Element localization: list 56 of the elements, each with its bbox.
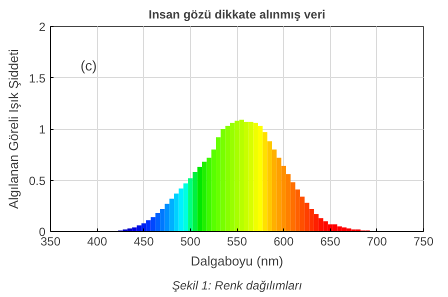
- bar: [155, 213, 160, 232]
- bar: [295, 189, 300, 232]
- y-tick-label: 1: [38, 122, 46, 136]
- y-tick-label: 2: [38, 20, 46, 34]
- x-tick-label: 650: [320, 234, 341, 248]
- bar: [248, 122, 254, 232]
- x-tick-label: 400: [87, 234, 108, 248]
- bar: [188, 178, 193, 232]
- bar: [281, 166, 286, 232]
- x-tick-label: 350: [40, 234, 61, 248]
- bar: [150, 217, 156, 232]
- x-tick-label: 550: [226, 234, 248, 248]
- bar: [239, 120, 244, 232]
- bar: [309, 208, 314, 232]
- x-tick-label: 750: [413, 234, 434, 248]
- bar: [286, 174, 291, 232]
- x-tick-label: 600: [274, 234, 294, 248]
- bar: [253, 122, 258, 232]
- bar: [230, 122, 235, 232]
- bar: [183, 183, 188, 232]
- x-axis-title: Dalgaboyu (nm): [190, 254, 284, 268]
- bar: [258, 126, 263, 232]
- bar: [164, 204, 170, 232]
- text: Şekil 1: Renk dağılımları: [172, 278, 302, 292]
- chart-title: Insan gözü dikkate alınmış veri: [148, 8, 326, 22]
- bar: [216, 137, 221, 232]
- bar: [169, 198, 174, 232]
- bar: [272, 150, 277, 232]
- x-tick-label: 500: [180, 234, 201, 248]
- bar: [290, 182, 296, 232]
- y-axis-title: Algılanan Göreli Işık Şiddeti: [6, 49, 21, 209]
- bar: [160, 208, 165, 232]
- bar: [244, 122, 249, 232]
- annotation: (c): [80, 58, 97, 74]
- bar: [314, 214, 319, 232]
- bar: [267, 141, 272, 232]
- bar: [234, 120, 240, 232]
- bar: [132, 227, 137, 232]
- bar: [174, 194, 179, 232]
- bar: [300, 196, 305, 232]
- bar: [192, 172, 198, 232]
- bar: [197, 166, 202, 232]
- bar: [220, 129, 226, 232]
- bar: [211, 150, 216, 232]
- y-tick-label: 1.5: [28, 71, 46, 86]
- bar: [262, 132, 268, 232]
- x-tick-label: 450: [134, 234, 154, 248]
- bar: [146, 220, 151, 232]
- bar: [225, 126, 230, 232]
- y-tick-label: 0.5: [28, 174, 46, 188]
- bar: [202, 162, 207, 232]
- bar: [276, 158, 282, 232]
- bar: [304, 202, 310, 232]
- bar: [178, 188, 184, 232]
- bar: [206, 158, 212, 232]
- x-tick-label: 700: [366, 234, 388, 248]
